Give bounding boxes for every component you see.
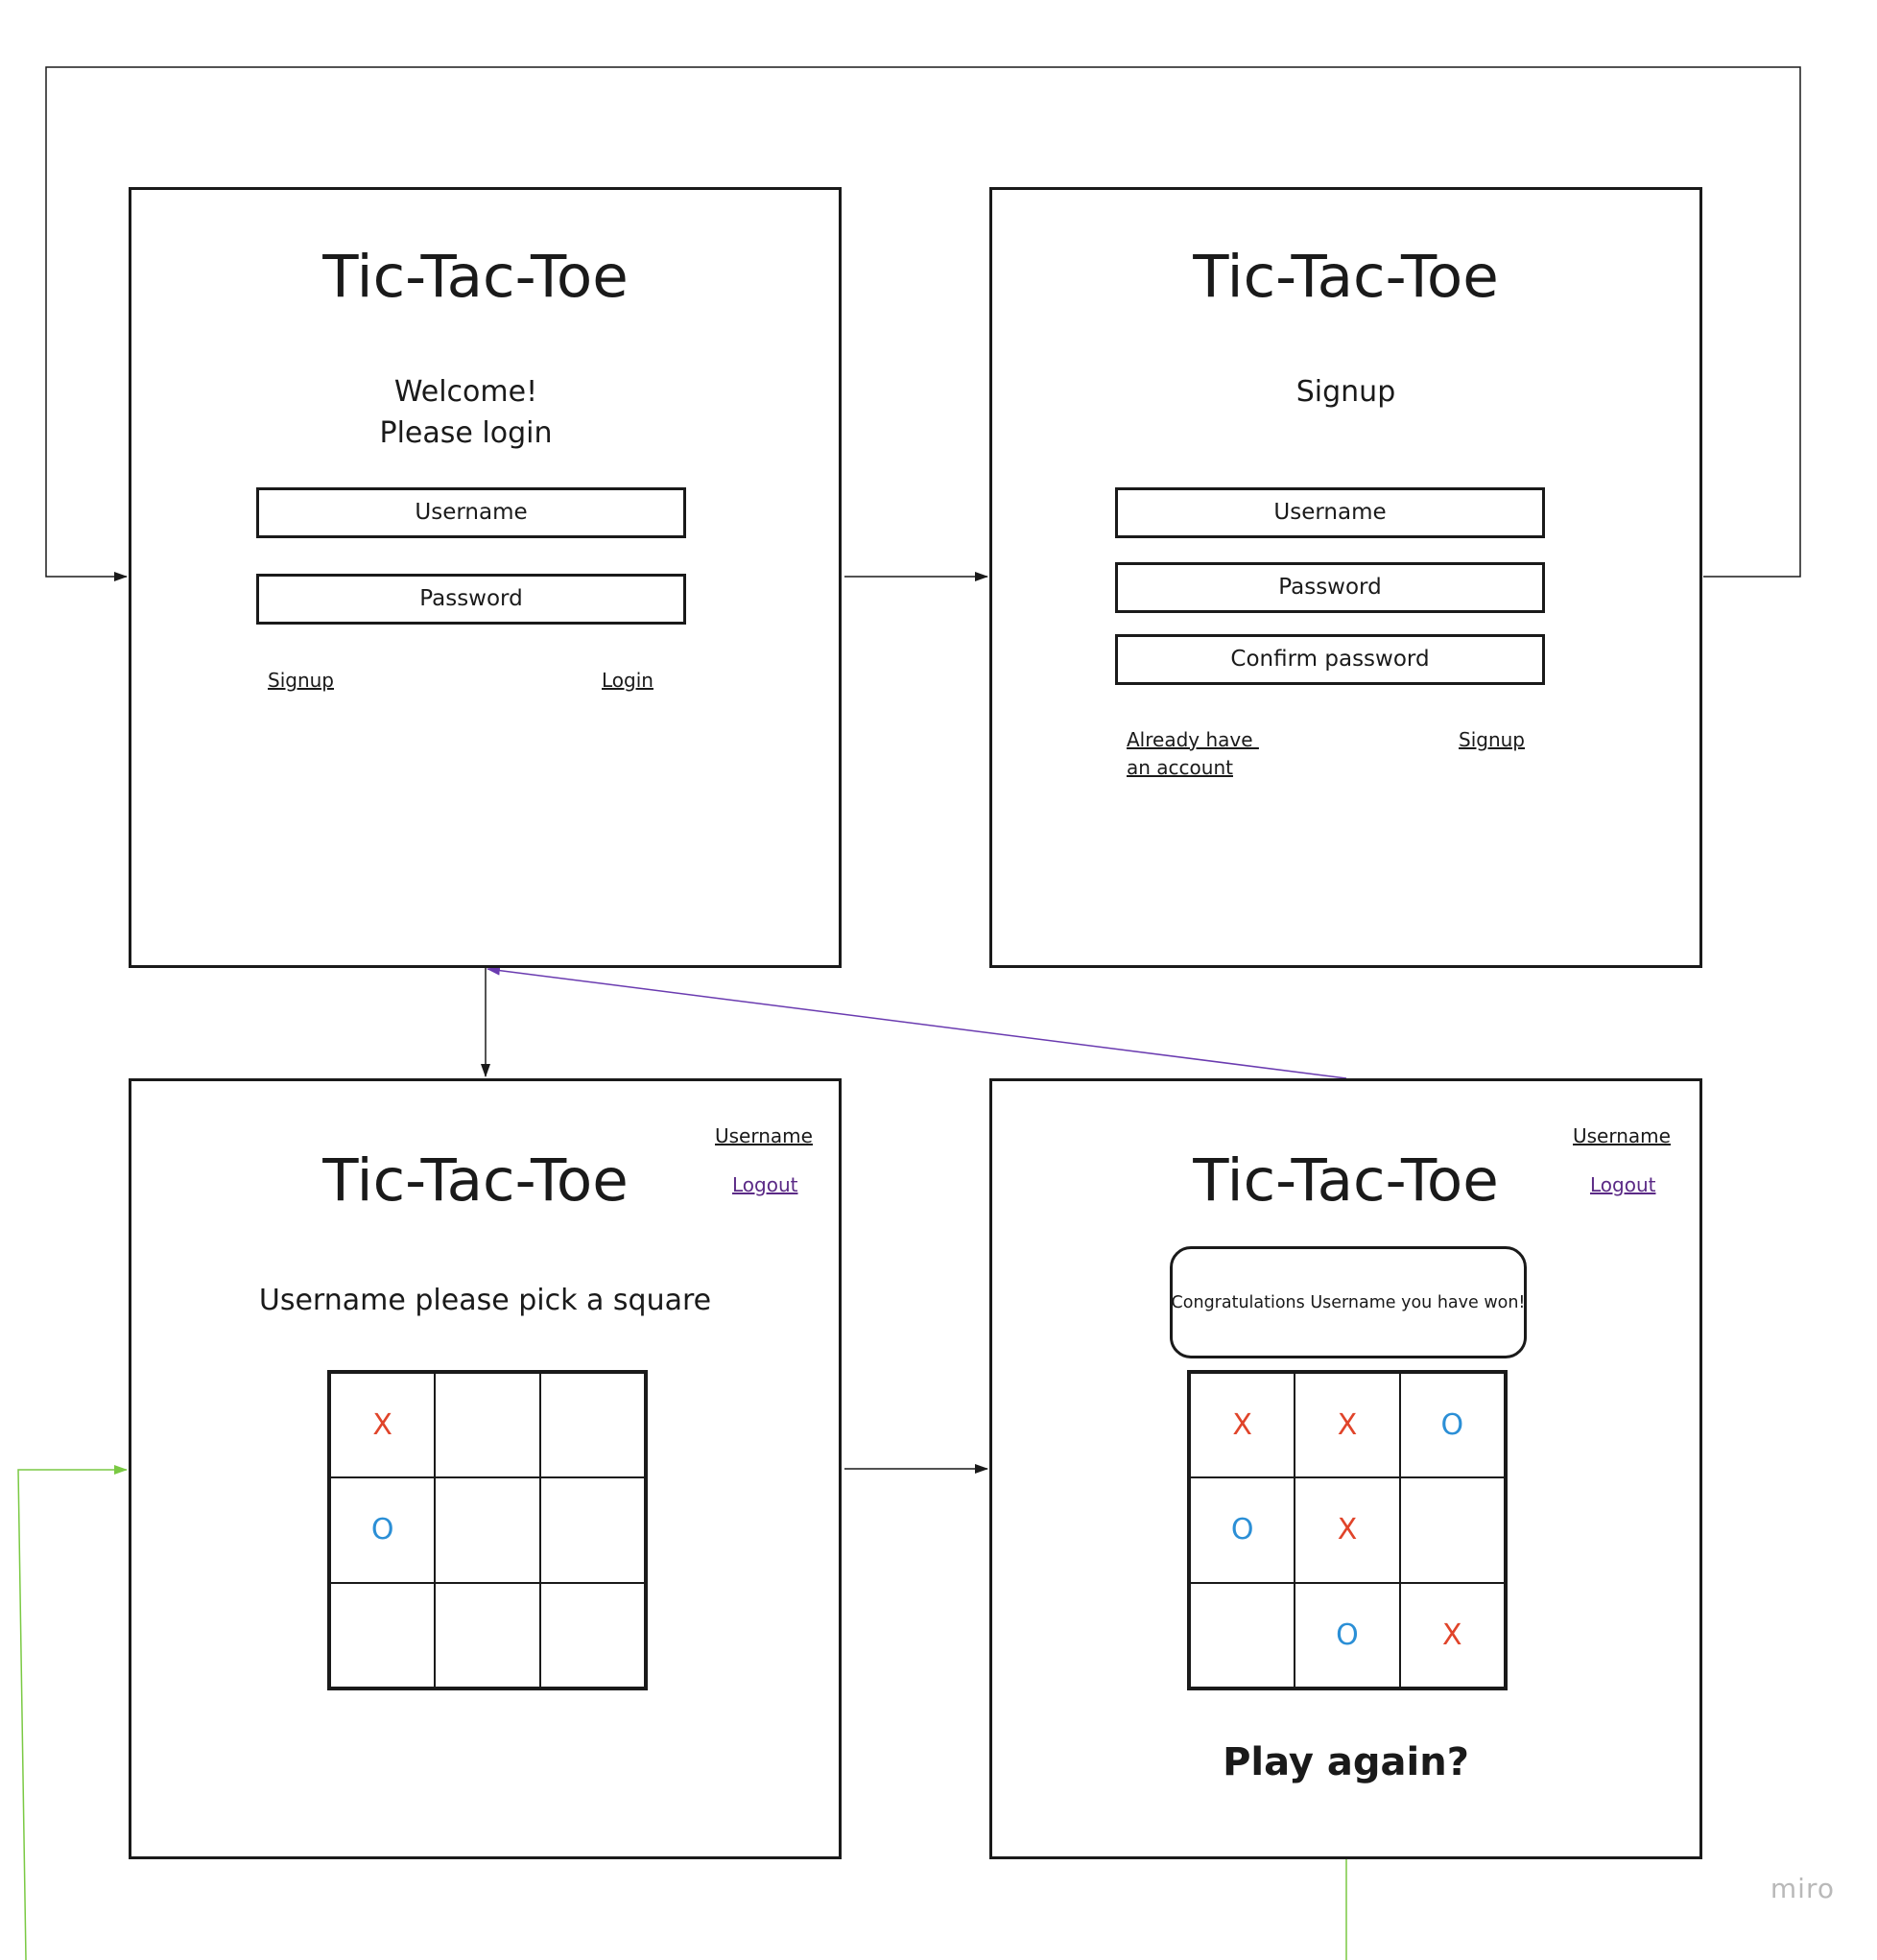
app-title: Tic-Tac-Toe	[1193, 1146, 1499, 1215]
login-link[interactable]: Login	[602, 669, 653, 692]
login-screen-frame: Tic-Tac-Toe Welcome! Please login Userna…	[129, 187, 842, 968]
board-cell[interactable]	[330, 1582, 436, 1688]
signup-heading: Signup	[1295, 375, 1396, 409]
board-cell[interactable]: X	[1399, 1582, 1505, 1688]
app-title: Tic-Tac-Toe	[322, 243, 629, 311]
miro-watermark: miro	[1770, 1873, 1835, 1904]
board-cell[interactable]: O	[1295, 1582, 1400, 1688]
arrow-signup-to-login	[45, 66, 1801, 581]
x-mark: X	[1232, 1408, 1252, 1443]
board-cell[interactable]	[435, 1582, 540, 1688]
game-screen-frame: Username Logout Tic-Tac-Toe Username ple…	[129, 1078, 842, 1859]
board-cell[interactable]: X	[1190, 1373, 1295, 1478]
username-field[interactable]: Username	[1115, 487, 1545, 538]
board-cell[interactable]: X	[1295, 1373, 1400, 1478]
board-cell[interactable]	[539, 1477, 645, 1583]
o-mark: O	[1440, 1408, 1464, 1443]
board-cell[interactable]: O	[330, 1477, 436, 1583]
board-cell[interactable]: O	[1190, 1477, 1295, 1583]
game-board: X X O O X O X	[1187, 1370, 1508, 1690]
o-mark: O	[1336, 1618, 1359, 1652]
board-cell[interactable]	[539, 1582, 645, 1688]
signup-link[interactable]: Signup	[1459, 728, 1525, 751]
play-again-button[interactable]: Play again?	[1223, 1740, 1469, 1784]
signup-link[interactable]: Signup	[268, 669, 334, 692]
username-link[interactable]: Username	[715, 1124, 813, 1147]
app-title: Tic-Tac-Toe	[1193, 243, 1499, 311]
x-mark: X	[1442, 1618, 1462, 1652]
signup-screen-frame: Tic-Tac-Toe Signup Username Password Con…	[989, 187, 1702, 968]
x-mark: X	[1337, 1408, 1358, 1443]
username-link[interactable]: Username	[1573, 1124, 1671, 1147]
board-cell[interactable]	[435, 1477, 540, 1583]
already-have-account-link-line2[interactable]: an account	[1127, 756, 1233, 779]
x-mark: X	[1337, 1513, 1358, 1547]
logout-link[interactable]: Logout	[1590, 1173, 1656, 1196]
board-cell[interactable]	[1399, 1477, 1505, 1583]
o-mark: O	[370, 1513, 394, 1547]
welcome-text: Welcome!	[393, 375, 538, 409]
x-mark: X	[372, 1408, 392, 1443]
username-field[interactable]: Username	[256, 487, 686, 538]
board-cell[interactable]: O	[1399, 1373, 1505, 1478]
win-message: Congratulations Username you have won!	[1170, 1246, 1527, 1358]
board-cell[interactable]: X	[330, 1373, 436, 1478]
password-field[interactable]: Password	[1115, 562, 1545, 613]
board-cell[interactable]	[1190, 1582, 1295, 1688]
o-mark: O	[1230, 1513, 1254, 1547]
already-have-account-link[interactable]: Already have	[1127, 728, 1259, 751]
turn-instruction: Username please pick a square	[258, 1284, 712, 1317]
confirm-password-field[interactable]: Confirm password	[1115, 634, 1545, 685]
arrow-logout-to-login	[487, 965, 1347, 1079]
app-title: Tic-Tac-Toe	[322, 1146, 629, 1215]
login-prompt: Please login	[379, 416, 553, 450]
board-cell[interactable]: X	[1295, 1477, 1400, 1583]
board-cell[interactable]	[539, 1373, 645, 1478]
password-field[interactable]: Password	[256, 574, 686, 625]
win-screen-frame: Username Logout Tic-Tac-Toe Congratulati…	[989, 1078, 1702, 1859]
arrow-play-again-to-game	[17, 1470, 1347, 1960]
logout-link[interactable]: Logout	[732, 1173, 798, 1196]
board-cell[interactable]	[435, 1373, 540, 1478]
